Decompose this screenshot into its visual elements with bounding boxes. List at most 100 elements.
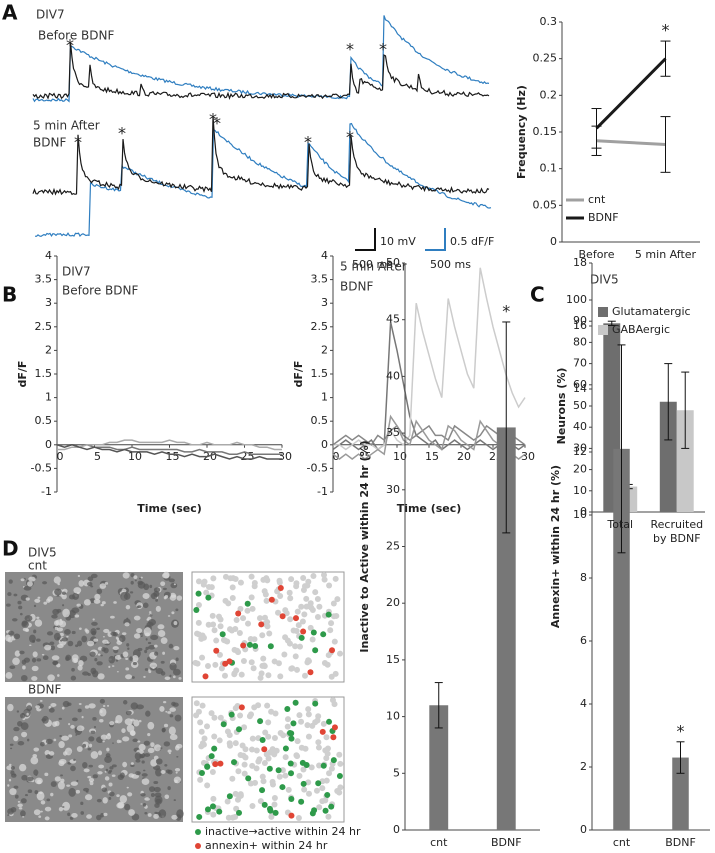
chart-title: DIV5 — [590, 273, 619, 287]
cell-texture — [109, 766, 114, 770]
cell-dot — [295, 622, 302, 629]
annexin-cell-dot — [217, 760, 224, 767]
cell-dot — [247, 635, 254, 642]
cell-texture — [88, 743, 93, 748]
cell-dot — [265, 733, 272, 740]
cell-texture — [140, 793, 146, 797]
cell-dot — [273, 747, 280, 754]
cell-dot — [199, 702, 206, 709]
cell-dot — [261, 662, 268, 669]
cell-dot — [263, 597, 270, 604]
cell-dot — [284, 723, 291, 730]
x-tick-label: cnt — [612, 836, 631, 849]
cell-texture — [84, 628, 88, 632]
cell-texture — [24, 615, 33, 622]
cell-dot — [316, 603, 323, 610]
cell-texture — [78, 627, 82, 631]
cell-dot — [247, 780, 254, 787]
y-tick-label: 40 — [386, 369, 400, 382]
cell-texture — [155, 798, 162, 804]
active-cell-dot — [288, 770, 295, 777]
cell-texture — [126, 643, 130, 647]
y-tick-label: 18 — [573, 256, 587, 269]
cell-texture — [94, 593, 101, 600]
cell-dot — [282, 754, 289, 761]
cell-texture — [86, 814, 92, 819]
cell-texture — [13, 773, 16, 776]
cell-texture — [36, 616, 40, 619]
cell-texture — [157, 629, 166, 637]
cell-texture — [164, 594, 169, 599]
cell-texture — [125, 710, 132, 716]
cell-dot — [293, 628, 300, 635]
cell-texture — [62, 801, 71, 811]
cell-texture — [137, 740, 141, 743]
cell-texture — [62, 604, 65, 607]
cell-dot — [327, 627, 334, 634]
cell-dot — [330, 613, 337, 620]
scale-bar-label: 500 ms — [352, 258, 393, 271]
cell-texture — [57, 643, 64, 649]
cell-dot — [256, 615, 263, 622]
cell-texture — [81, 635, 88, 643]
bar — [676, 410, 694, 512]
cell-dot — [292, 653, 299, 660]
cell-dot — [229, 595, 236, 602]
active-cell-dot — [208, 753, 215, 760]
cell-texture — [142, 602, 149, 609]
cell-dot — [315, 739, 322, 746]
cell-dot — [303, 595, 310, 602]
cell-texture — [76, 779, 79, 782]
cell-texture — [129, 730, 136, 736]
cell-dot — [257, 798, 264, 805]
cell-texture — [100, 813, 105, 818]
condition-label: BDNF — [33, 136, 66, 150]
cell-texture — [7, 636, 13, 643]
cell-dot — [296, 712, 303, 719]
cell-texture — [64, 747, 73, 756]
cell-texture — [143, 675, 146, 678]
cell-texture — [132, 661, 137, 666]
active-cell-dot — [312, 647, 319, 654]
y-tick-label: 25 — [386, 540, 400, 553]
cell-texture — [67, 812, 71, 817]
cell-texture — [94, 657, 98, 662]
cell-texture — [48, 751, 55, 756]
active-cell-dot — [196, 813, 203, 820]
active-cell-dot — [193, 606, 200, 613]
cell-dot — [328, 673, 335, 680]
condition-label: cnt — [28, 559, 47, 573]
active-cell-dot — [284, 705, 291, 712]
cell-texture — [44, 644, 52, 651]
cell-dot — [257, 674, 264, 681]
cell-texture — [174, 767, 181, 772]
cell-texture — [162, 587, 167, 591]
cell-texture — [58, 741, 65, 749]
cell-texture — [173, 646, 180, 651]
cell-texture — [8, 579, 13, 584]
cell-texture — [129, 656, 133, 662]
cell-texture — [7, 784, 10, 787]
active-cell-dot — [324, 791, 331, 798]
annexin-cell-dot — [238, 704, 245, 711]
active-cell-dot — [259, 787, 266, 794]
cell-texture — [102, 797, 108, 804]
cell-texture — [39, 700, 43, 702]
y-tick-label: 0 — [393, 823, 400, 836]
error-bar — [676, 741, 685, 774]
y-tick-label: 2 — [321, 343, 328, 356]
cell-texture — [92, 774, 99, 779]
cell-texture — [24, 793, 28, 797]
cell-dot — [337, 650, 344, 657]
x-tick-label: 30 — [278, 450, 292, 463]
active-cell-dot — [300, 780, 307, 787]
cell-texture — [108, 782, 113, 787]
cell-texture — [70, 781, 78, 786]
cell-texture — [51, 614, 58, 619]
cell-texture — [153, 765, 161, 771]
active-cell-dot — [315, 780, 322, 787]
cell-texture — [171, 611, 175, 615]
cell-texture — [148, 786, 156, 792]
y-tick-label: 2.5 — [311, 320, 329, 333]
active-cell-dot — [328, 803, 335, 810]
